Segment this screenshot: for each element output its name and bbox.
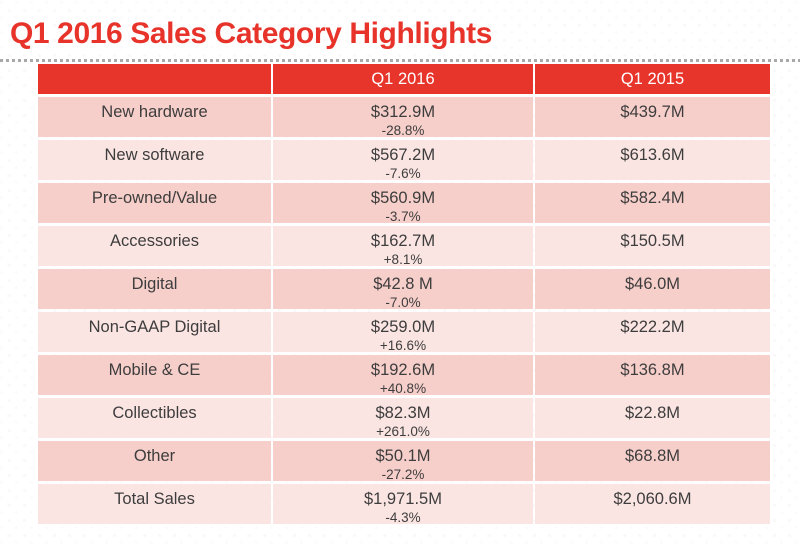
category-cell: Mobile & CE xyxy=(38,355,271,395)
category-label: Other xyxy=(133,447,176,465)
category-label: Pre-owned/Value xyxy=(91,189,218,207)
q1-2015-cell: $150.5M xyxy=(535,226,770,266)
q1-2016-value: $312.9M xyxy=(370,103,436,121)
dotted-divider xyxy=(0,59,800,62)
q1-2015-value: $46.0M xyxy=(624,275,681,293)
q1-2016-change: -3.7% xyxy=(385,209,421,224)
q1-2016-cell: $567.2M -7.6% xyxy=(273,140,533,181)
q1-2016-value: $192.6M xyxy=(370,361,436,379)
category-label: New hardware xyxy=(101,103,208,121)
page-title: Q1 2016 Sales Category Highlights xyxy=(10,17,492,50)
category-cell: Digital xyxy=(38,269,271,309)
header-cell-category xyxy=(38,64,271,94)
table-header-row: Q1 2016 Q1 2015 xyxy=(38,64,770,94)
q1-2015-cell: $46.0M xyxy=(535,269,770,309)
table-row: Digital $42.8 M -7.0% $46.0M xyxy=(38,269,770,310)
q1-2015-cell: $582.4M xyxy=(535,183,770,223)
q1-2016-change: -7.0% xyxy=(385,295,421,310)
q1-2016-change: +16.6% xyxy=(379,338,427,353)
category-label: Total Sales xyxy=(114,490,195,508)
q1-2016-cell: $312.9M -28.8% xyxy=(273,97,533,138)
q1-2016-change: -28.8% xyxy=(381,123,425,138)
q1-2015-cell: $22.8M xyxy=(535,398,770,438)
q1-2016-value: $82.3M xyxy=(375,404,431,422)
q1-2015-cell: $2,060.6M xyxy=(535,484,770,524)
q1-2016-change: -4.3% xyxy=(385,510,421,525)
q1-2015-cell: $136.8M xyxy=(535,355,770,395)
category-cell: Non-GAAP Digital xyxy=(38,312,271,352)
q1-2016-cell: $50.1M -27.2% xyxy=(273,441,533,482)
q1-2016-value: $259.0M xyxy=(370,318,436,336)
q1-2016-change: +261.0% xyxy=(376,424,430,439)
table-row: Pre-owned/Value $560.9M -3.7% $582.4M xyxy=(38,183,770,224)
q1-2016-change: +8.1% xyxy=(383,252,423,267)
q1-2016-cell: $192.6M +40.8% xyxy=(273,355,533,396)
q1-2015-cell: $222.2M xyxy=(535,312,770,352)
q1-2015-value: $582.4M xyxy=(620,189,685,207)
category-cell: Collectibles xyxy=(38,398,271,438)
table-row: Other $50.1M -27.2% $68.8M xyxy=(38,441,770,482)
q1-2015-cell: $68.8M xyxy=(535,441,770,481)
q1-2015-value: $22.8M xyxy=(624,404,681,422)
q1-2016-change: +40.8% xyxy=(379,381,427,396)
q1-2015-value: $136.8M xyxy=(620,361,685,379)
q1-2015-value: $439.7M xyxy=(620,103,685,121)
header-cell-q1-2015: Q1 2015 xyxy=(535,64,770,94)
q1-2015-cell: $439.7M xyxy=(535,97,770,137)
table-row: Total Sales $1,971.5M -4.3% $2,060.6M xyxy=(38,484,770,525)
table-row: New software $567.2M -7.6% $613.6M xyxy=(38,140,770,181)
table-row: Accessories $162.7M +8.1% $150.5M xyxy=(38,226,770,267)
q1-2015-value: $222.2M xyxy=(620,318,685,336)
category-label: Collectibles xyxy=(112,404,197,422)
header-cell-q1-2016: Q1 2016 xyxy=(273,64,533,94)
category-label: Accessories xyxy=(110,232,199,250)
q1-2016-change: -7.6% xyxy=(385,166,421,181)
slide: Q1 2016 Sales Category Highlights Q1 201… xyxy=(0,15,800,525)
category-cell: Other xyxy=(38,441,271,481)
q1-2016-value: $560.9M xyxy=(370,189,436,207)
category-label: Digital xyxy=(131,275,178,293)
sales-table: Q1 2016 Q1 2015 New hardware $312.9M -28… xyxy=(38,64,770,525)
q1-2016-cell: $259.0M +16.6% xyxy=(273,312,533,353)
q1-2016-cell: $162.7M +8.1% xyxy=(273,226,533,267)
table-body: New hardware $312.9M -28.8% $439.7M New … xyxy=(38,97,770,525)
q1-2015-value: $68.8M xyxy=(624,447,681,465)
table-row: Collectibles $82.3M +261.0% $22.8M xyxy=(38,398,770,439)
q1-2015-value: $613.6M xyxy=(620,146,685,164)
q1-2016-cell: $82.3M +261.0% xyxy=(273,398,533,439)
category-cell: New hardware xyxy=(38,97,271,137)
q1-2016-value: $42.8 M xyxy=(373,275,433,293)
q1-2016-value: $50.1M xyxy=(375,447,431,465)
category-cell: New software xyxy=(38,140,271,180)
q1-2016-value: $1,971.5M xyxy=(364,490,442,508)
q1-2016-change: -27.2% xyxy=(381,467,425,482)
q1-2016-value: $162.7M xyxy=(370,232,436,250)
category-cell: Accessories xyxy=(38,226,271,266)
q1-2016-cell: $1,971.5M -4.3% xyxy=(273,484,533,525)
category-cell: Total Sales xyxy=(38,484,271,524)
table-row: Non-GAAP Digital $259.0M +16.6% $222.2M xyxy=(38,312,770,353)
category-label: New software xyxy=(104,146,205,164)
q1-2015-value: $150.5M xyxy=(620,232,685,250)
q1-2015-value: $2,060.6M xyxy=(613,490,692,508)
q1-2016-cell: $560.9M -3.7% xyxy=(273,183,533,224)
table-row: New hardware $312.9M -28.8% $439.7M xyxy=(38,97,770,138)
category-label: Mobile & CE xyxy=(108,361,201,379)
q1-2015-cell: $613.6M xyxy=(535,140,770,180)
category-label: Non-GAAP Digital xyxy=(88,318,221,336)
category-cell: Pre-owned/Value xyxy=(38,183,271,223)
q1-2016-value: $567.2M xyxy=(370,146,436,164)
q1-2016-cell: $42.8 M -7.0% xyxy=(273,269,533,310)
table-row: Mobile & CE $192.6M +40.8% $136.8M xyxy=(38,355,770,396)
